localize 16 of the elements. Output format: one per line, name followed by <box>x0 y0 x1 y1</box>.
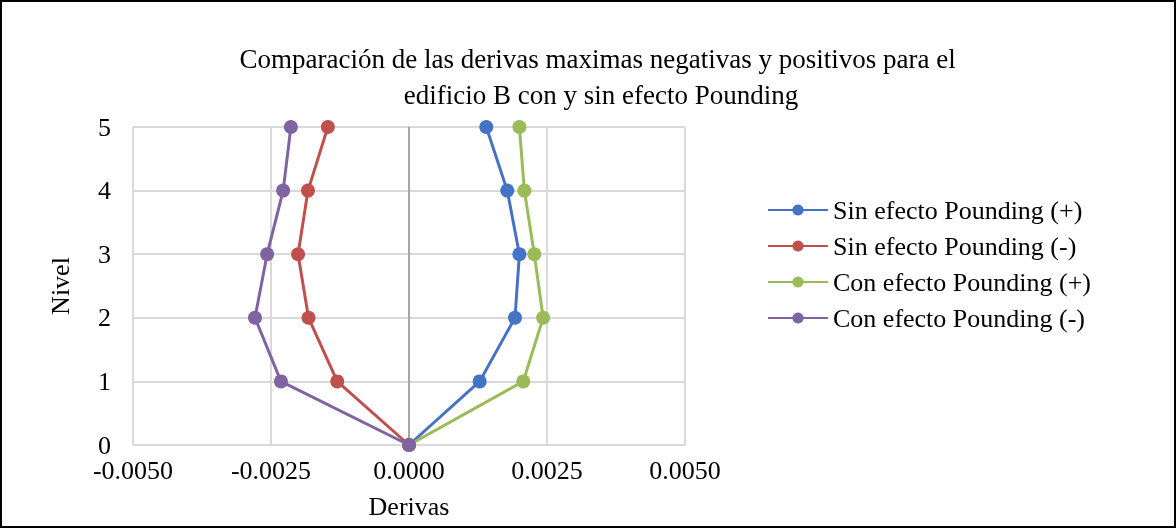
y-axis-title: Nivel <box>45 257 75 315</box>
y-tick-label: 4 <box>98 176 111 206</box>
chart-title: Comparación de las derivas maximas negativas y positivos para el edificio B con y sin efecto Pounding <box>239 44 963 110</box>
x-tick-label: 0.0025 <box>511 455 583 485</box>
legend-label: Sin efecto Pounding (+) <box>833 195 1083 225</box>
y-tick-label: 2 <box>98 303 111 333</box>
x-tick-label: -0.0025 <box>230 455 312 485</box>
y-tick-label: 5 <box>98 112 111 142</box>
legend-label: Sin efecto Pounding (-) <box>833 231 1077 261</box>
legend-label: Con efecto Pounding (-) <box>833 303 1086 333</box>
x-axis-title: Derivas <box>368 491 450 521</box>
x-tick-label: 0.0000 <box>373 455 445 485</box>
legend-label: Con efecto Pounding (+) <box>833 267 1092 297</box>
y-tick-label: 1 <box>98 366 111 396</box>
x-tick-label: 0.0050 <box>649 455 721 485</box>
y-tick-label: 3 <box>98 239 111 269</box>
